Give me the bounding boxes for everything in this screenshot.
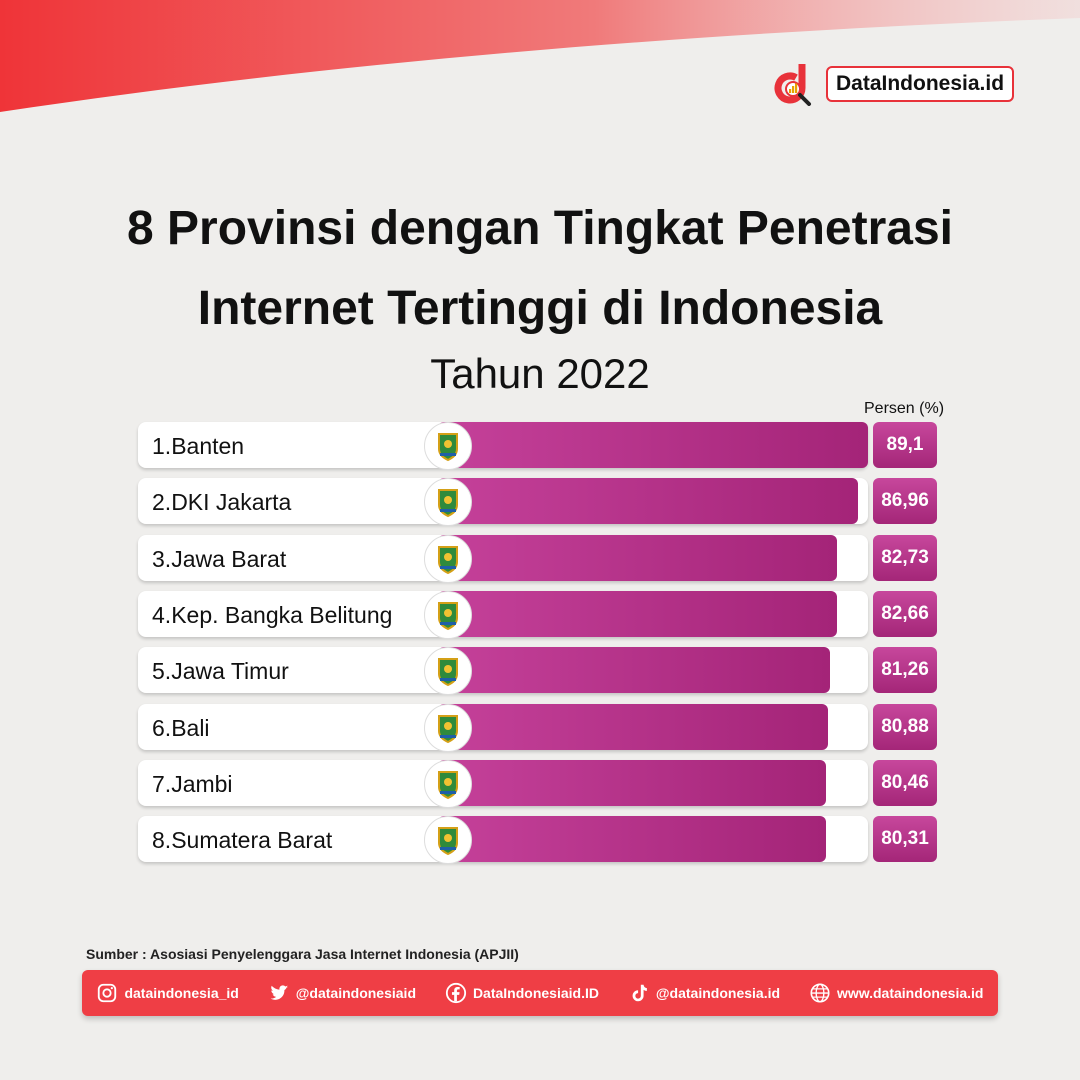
jambi-emblem-icon [424,760,472,808]
chart-title-line-1: 8 Provinsi dengan Tingkat Penetrasi [126,202,954,255]
bar-row: 3.Jawa Barat 82,73 [138,535,937,583]
rank-label: 5. [152,658,172,684]
value-label: 82,73 [873,535,937,581]
globe-icon [810,983,830,1003]
unit-label: Persen (%) [864,400,945,417]
bar-row: 8.Sumatera Barat 80,31 [138,816,937,864]
banten-emblem-icon [424,422,472,470]
province-name: Jambi [171,771,233,797]
province-name: Kep. Bangka Belitung [171,602,393,628]
bar-row: 6.Bali 80,88 [138,704,937,752]
value-label: 89,1 [873,422,937,468]
social-tiktok[interactable]: @dataindonesia.id [628,982,780,1004]
jawa-barat-emblem-icon [424,535,472,583]
value-label: 86,96 [873,478,937,524]
bar [438,422,868,468]
social-instagram[interactable]: dataindonesia_id [96,982,239,1004]
bar [438,704,829,750]
facebook-handle: DataIndonesiaid.ID [472,985,599,1001]
category-label: 5.Jawa Timur [152,658,289,685]
category-label: 7.Jambi [152,771,233,798]
category-label: 8.Sumatera Barat [152,827,332,854]
value-label: 80,31 [873,816,937,862]
category-label: 3.Jawa Barat [152,546,286,573]
province-name: Bali [171,715,210,741]
tiktok-icon [632,984,647,1002]
dki-jakarta-emblem-icon [424,478,472,526]
value-label: 81,26 [873,647,937,693]
chart-subtitle: Tahun 2022 [430,350,650,397]
jawa-timur-emblem-icon [424,647,472,695]
value-label: 80,46 [873,760,937,806]
instagram-handle: dataindonesia_id [124,985,239,1001]
rank-label: 6. [152,715,172,741]
social-twitter[interactable]: @dataindonesiaid [268,982,416,1004]
province-name: Banten [171,433,245,459]
bar-row: 7.Jambi 80,46 [138,760,937,808]
province-name: Jawa Timur [171,658,289,684]
social-facebook[interactable]: DataIndonesiaid.ID [445,982,599,1004]
brand-name: DataIndonesia.id [826,66,1015,102]
rank-label: 8. [152,827,172,853]
bangka-belitung-emblem-icon [424,591,472,639]
sumatera-barat-emblem-icon [424,816,472,864]
rank-label: 7. [152,771,172,797]
rank-label: 3. [152,546,172,572]
brand-logo-icon [774,64,811,106]
bar [438,535,838,581]
bar [438,647,831,693]
category-label: 4.Kep. Bangka Belitung [152,602,392,629]
instagram-icon [98,983,117,1003]
bar [438,816,826,862]
province-name: Jawa Barat [171,546,287,572]
bar [438,591,837,637]
province-name: Sumatera Barat [171,827,333,853]
tiktok-handle: @dataindonesia.id [655,985,781,1001]
bar-row: 1.Banten 89,1 [138,422,937,470]
bar-row: 5.Jawa Timur 81,26 [138,647,937,695]
category-label: 6.Bali [152,715,210,742]
social-website[interactable]: www.dataindonesia.id [809,982,984,1004]
decorative-swoosh [0,0,1080,112]
rank-label: 2. [152,489,172,515]
category-label: 2.DKI Jakarta [152,489,291,516]
bar [438,760,827,806]
social-footer: dataindonesia_id @dataindonesiaid DataIn… [82,970,998,1016]
brand-logo: DataIndonesia.id [774,62,1015,106]
bali-emblem-icon [424,704,472,752]
chart-title-line-2: Internet Tertinggi di Indonesia [197,282,883,335]
twitter-handle: @dataindonesiaid [295,985,416,1001]
rank-label: 4. [152,602,172,628]
website-url: www.dataindonesia.id [836,985,984,1001]
province-name: DKI Jakarta [171,489,292,515]
bar-row: 4.Kep. Bangka Belitung 82,66 [138,591,937,639]
source-note: Sumber : Asosiasi Penyelenggara Jasa Int… [86,946,519,962]
twitter-icon [270,985,288,1000]
bar [438,478,858,524]
value-label: 80,88 [873,704,937,750]
category-label: 1.Banten [152,433,244,460]
bar-row: 2.DKI Jakarta 86,96 [138,478,937,526]
rank-label: 1. [152,433,172,459]
facebook-icon [445,982,467,1004]
value-label: 82,66 [873,591,937,637]
